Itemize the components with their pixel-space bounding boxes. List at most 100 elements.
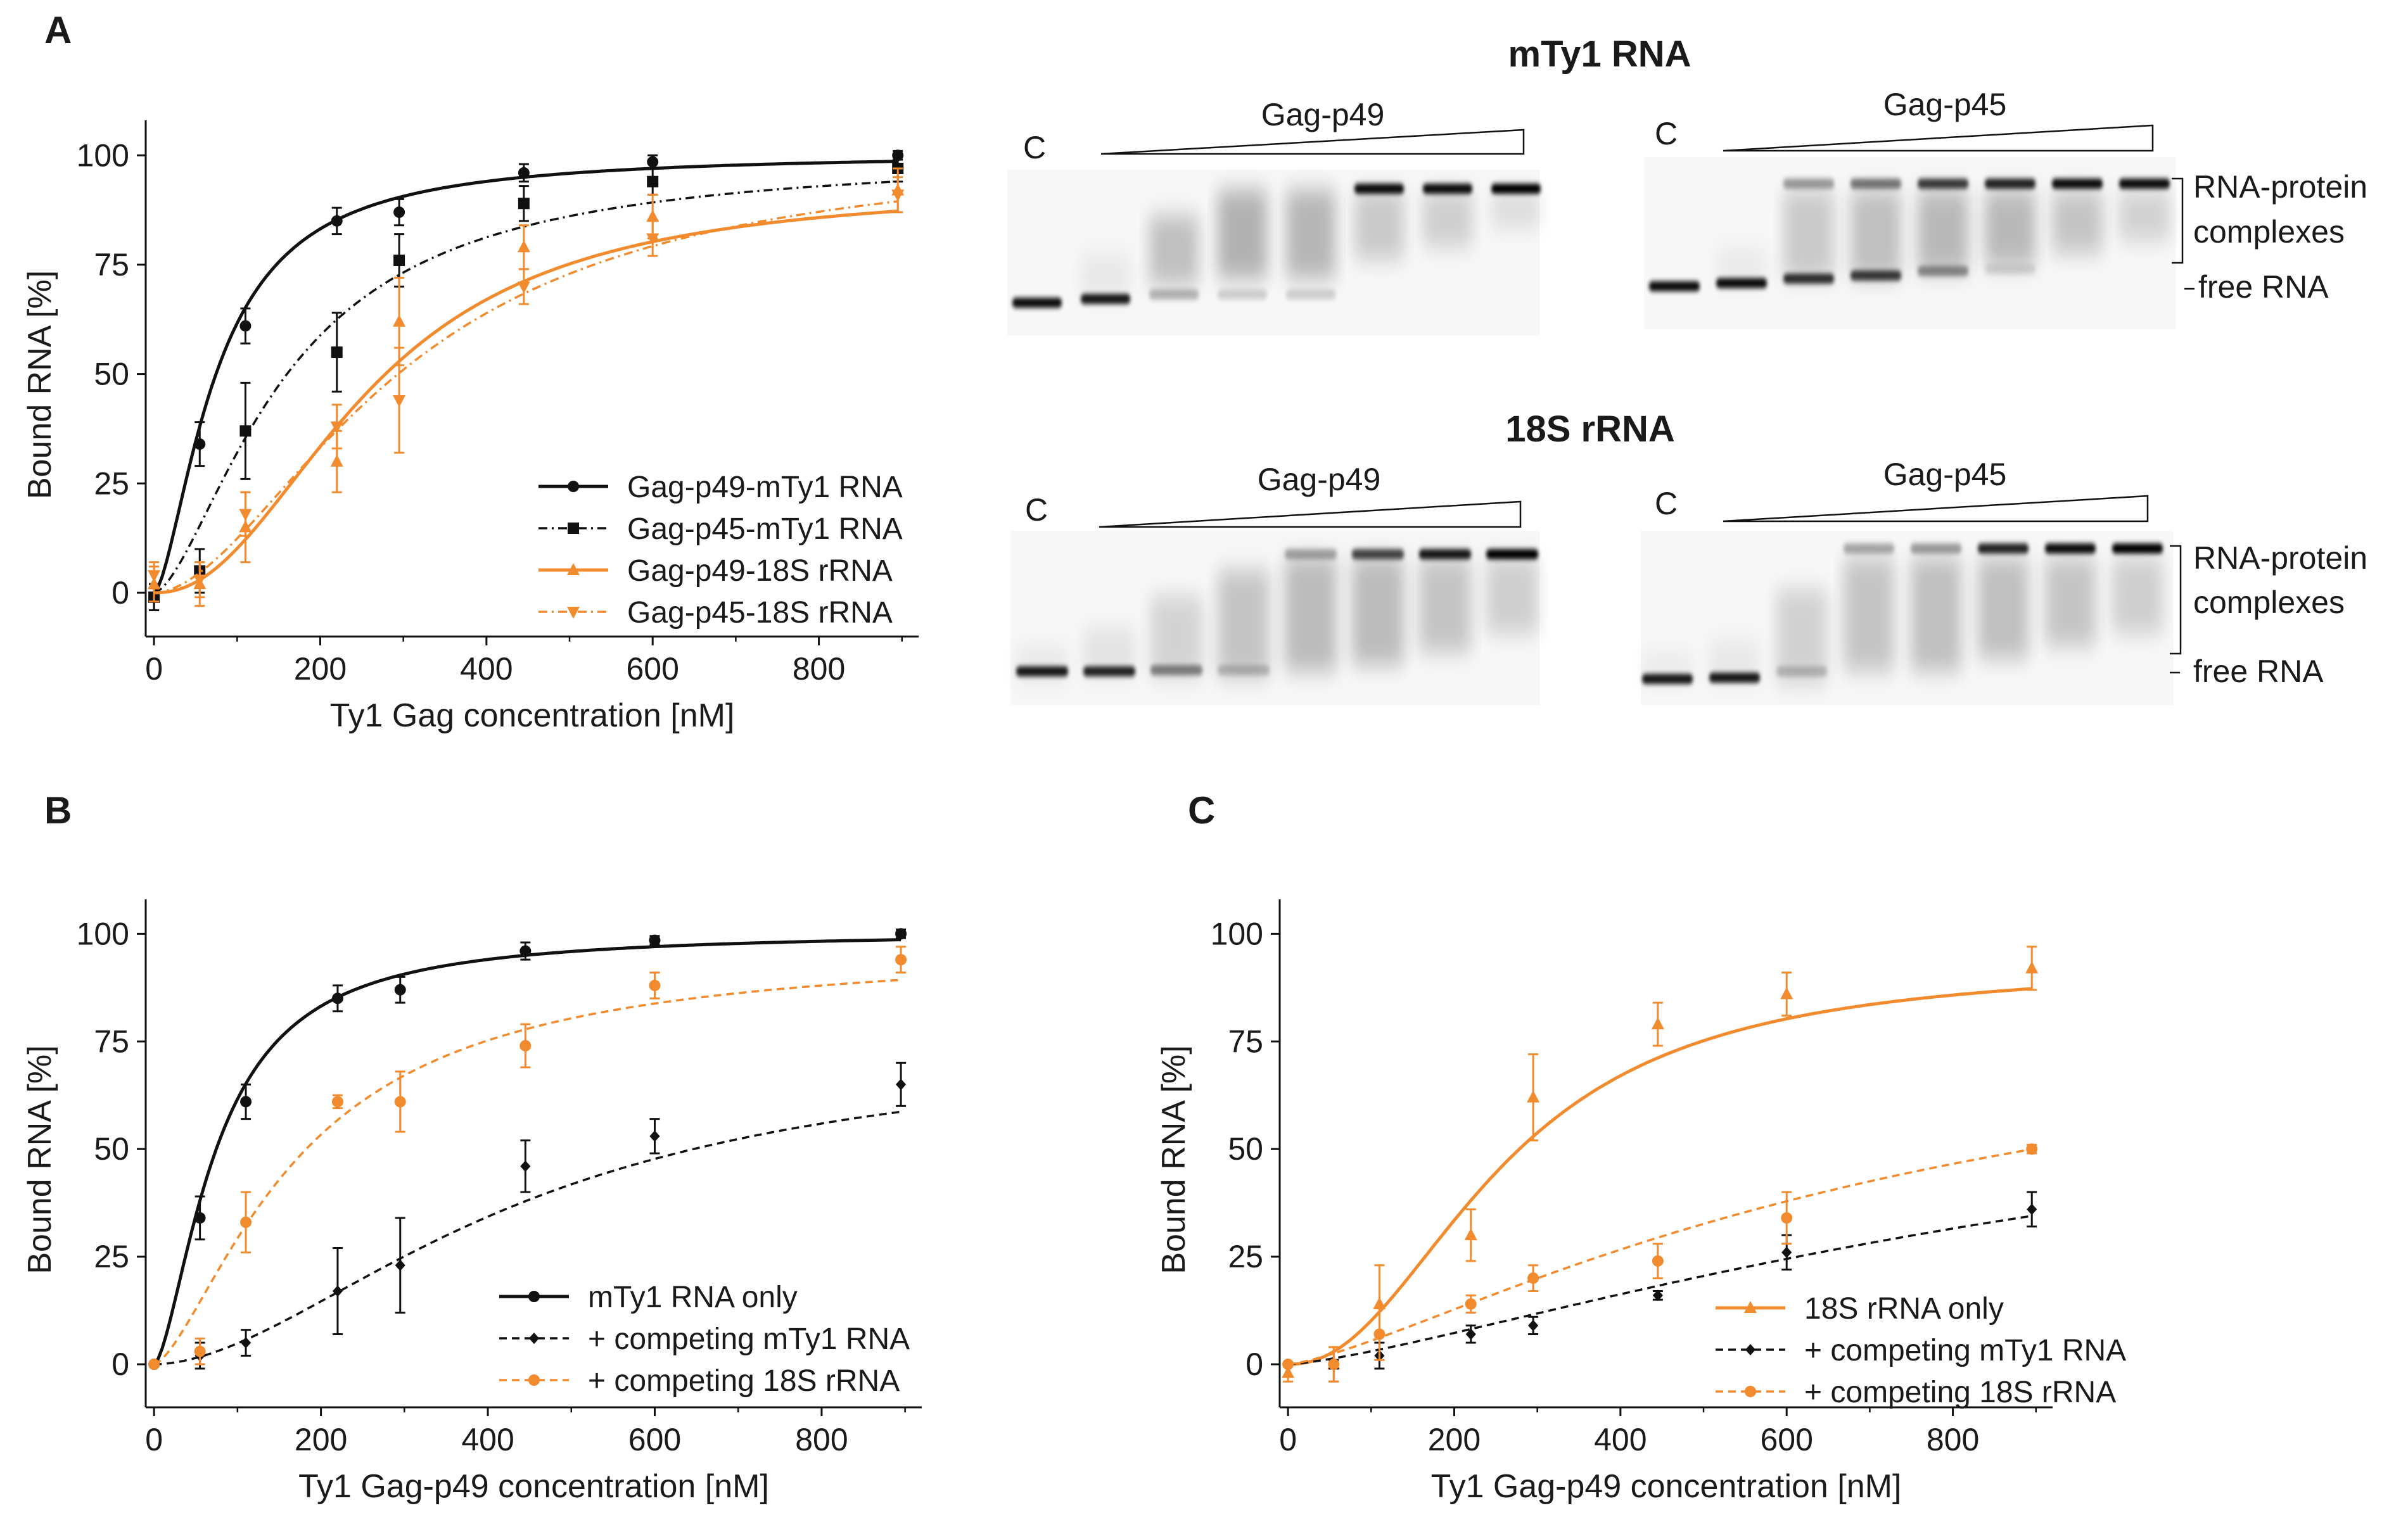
gel-protein-label: Gag-p45 [1883,457,2007,492]
data-point [1373,1328,1386,1340]
x-tick-label: 600 [626,651,678,687]
gel-band-free [1286,289,1335,300]
gel-band-free [1642,674,1693,684]
data-point [2027,1203,2037,1215]
gel-band-free [1150,665,1202,675]
gel-band-free [1776,666,1827,676]
x-axis-label: Ty1 Gag concentration [nM] [330,697,735,734]
y-tick-label: 50 [94,357,129,392]
data-point [193,574,207,587]
gel-lane [1918,179,1968,276]
y-tick-label: 75 [94,247,129,282]
data-point [332,1285,343,1297]
gel-18s-p45: C Gag-p45 RNA-protein complexes free RNA [1641,457,2367,705]
x-tick-label: 200 [295,1422,347,1457]
gel-lane [1218,190,1267,300]
data-point [2025,961,2039,973]
x-tick-label: 200 [1428,1422,1481,1457]
data-point [1527,1272,1539,1284]
gel-title-18s: 18S rRNA [1505,409,1675,450]
data-point [1464,1228,1477,1241]
gel-smear [2045,557,2096,646]
data-point [330,421,343,434]
gel-band-complex [1985,179,2035,189]
fit-curve [153,979,901,1366]
gel-smear [1985,190,2035,266]
gel-band-complex [1423,184,1472,194]
gel-band-free [1012,298,1062,308]
gel-smear [1844,557,1894,671]
gel-lane [1285,549,1337,671]
data-point [394,1096,406,1108]
data-point [518,167,530,179]
series: 18S rRNA only [1282,946,2039,1383]
data-point [393,314,406,327]
gel-lane [1218,570,1270,678]
gel-lane [2052,179,2103,253]
panel-label-a: A [44,9,72,51]
gel-band-complex [1352,549,1404,559]
gel-smear [1285,557,1337,671]
series: Gag-p49-mTy1 RNA [148,149,904,612]
data-point [567,607,580,619]
gel-band-free [1083,666,1135,676]
data-point [895,928,907,940]
gel-smear [1491,190,1541,228]
gel-mty1-p49: C Gag-p49 [1007,97,1541,336]
fit-curve [1287,1148,2032,1366]
x-tick-label: 400 [1594,1422,1647,1457]
gel-protein-label: Gag-p49 [1261,97,1385,132]
data-point [1373,1296,1386,1309]
gel-smear [1218,190,1267,279]
data-point [148,570,161,583]
gel-lane [2045,543,2096,646]
data-point [194,1345,206,1357]
gel-lane [2119,179,2170,241]
data-point [1328,1359,1340,1371]
legend-label: Gag-p49-18S rRNA [627,554,893,588]
gel-lane [1649,281,1700,291]
data-point [1781,1246,1792,1258]
data-point [1780,987,1793,999]
y-tick-label: 0 [1245,1347,1263,1382]
x-tick-label: 0 [1279,1422,1297,1457]
data-point [1781,1212,1793,1224]
gel-band-complex [1285,549,1337,559]
series: + competing mTy1 RNA [1283,1191,2126,1371]
data-point [649,979,661,991]
gel-lane [1354,184,1404,260]
y-axis-label: Bound RNA [%] [22,270,58,499]
gel-band-free [1218,665,1270,675]
chart-panel-a: 0 25 50 75 100 0 200 400 600 800 Ty1 Gag concentra… [22,120,919,734]
gel-lane [1149,215,1199,300]
gel-lane [1423,184,1472,247]
data-point [518,198,530,210]
data-point [393,255,405,267]
chart-panel-b: 0 25 50 75 100 0 200 400 600 800 Ty1 Gag-p49 conce… [22,899,922,1505]
legend-label: + competing 18S rRNA [588,1364,900,1398]
gel-lane [1150,595,1202,678]
series: mTy1 RNA only [148,928,907,1371]
data-point [528,1291,540,1302]
gel-lanes [1642,543,2163,684]
gel-smear [1354,190,1404,260]
data-point [240,1337,252,1349]
y-tick-label: 25 [1228,1239,1263,1274]
gel-band-free [1649,281,1700,291]
data-point [520,1160,531,1172]
gel-protein-label: Gag-p45 [1883,87,2007,122]
gel-lane [1486,549,1538,633]
data-point [330,454,343,467]
fit-curve [1288,1215,2032,1366]
data-point [1745,1386,1756,1397]
gel-smear [1419,557,1471,652]
gel-band-complex [1354,184,1404,194]
gel-lane [1776,589,1827,684]
fit-curve [1288,987,2032,1366]
gel-lanes [1649,179,2170,291]
gel-control-label: C [1025,492,1048,528]
data-point [194,1212,206,1224]
data-point [567,563,580,575]
gel-smear [2052,190,2103,253]
data-point [528,1374,540,1386]
